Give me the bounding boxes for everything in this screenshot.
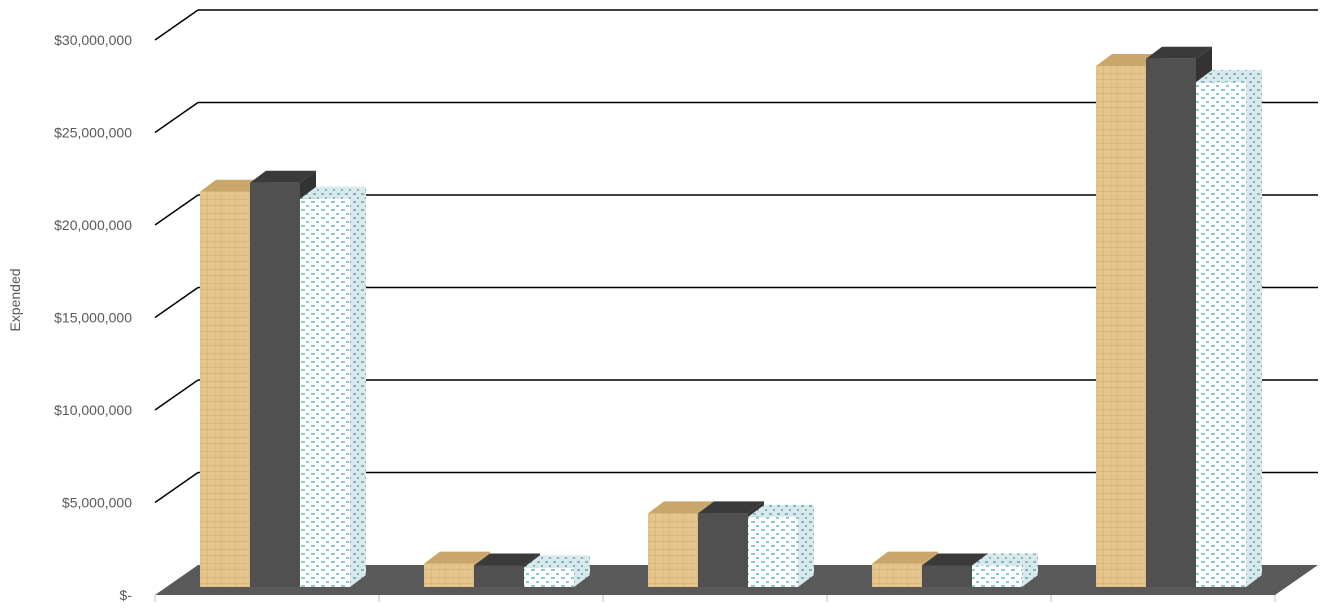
bar-top (300, 186, 366, 199)
bar-front (1146, 58, 1196, 587)
x-axis-tick-marks (154, 595, 1276, 602)
bar-side (1246, 70, 1262, 588)
bar-cat4-series3 (972, 553, 1038, 587)
bar-top (698, 501, 764, 514)
y-tick-label: $15,000,000 (54, 310, 132, 326)
bar-front (1196, 82, 1246, 588)
bar-front (250, 182, 300, 587)
bar-top (250, 170, 316, 183)
y-axis-title: Expended (7, 268, 23, 331)
bar-side (574, 555, 590, 587)
gridline-diagonal (154, 101, 199, 134)
y-axis-tick-labels: $- $5,000,000 $10,000,000 $15,000,000 $20,00… (54, 32, 132, 603)
bar-top (972, 553, 1038, 566)
bar-top (922, 553, 988, 566)
bar-top (748, 504, 814, 517)
bar-front (698, 513, 748, 587)
y-tick-label: $20,000,000 (54, 217, 132, 233)
bar-top (872, 551, 938, 564)
gridline-diagonal (154, 379, 199, 411)
y-tick-label: $5,000,000 (62, 495, 132, 511)
bar-front (424, 563, 474, 587)
bar-front (972, 565, 1022, 587)
bar-top (524, 555, 590, 568)
y-tick-label: $10,000,000 (54, 402, 132, 418)
bar-cat1-series3 (300, 186, 366, 588)
bar-front (872, 563, 922, 587)
bar-top (474, 553, 540, 566)
bar-front (524, 567, 574, 587)
bar-front (648, 513, 698, 587)
bar-top (648, 501, 714, 514)
y-tick-label: $30,000,000 (54, 32, 132, 48)
bar-front (922, 565, 972, 587)
bar-cat3-series3 (748, 504, 814, 587)
bar-top (200, 179, 266, 192)
chart-bars (200, 46, 1262, 588)
bar-front (1096, 65, 1146, 587)
gridline-diagonal (154, 471, 199, 504)
y-tick-label: $25,000,000 (54, 125, 132, 141)
gridline-diagonal (154, 286, 199, 319)
bar-side (350, 186, 366, 588)
bar-top (1196, 70, 1262, 83)
bar-front (300, 198, 350, 588)
y-tick-label: $- (120, 587, 133, 603)
bar-top (1146, 46, 1212, 59)
bar-front (748, 516, 798, 587)
bar-cat5-series3 (1196, 70, 1262, 588)
bar-top (424, 551, 490, 564)
bar-front (200, 191, 250, 587)
bar-side (1022, 553, 1038, 587)
gridline-diagonal (154, 194, 199, 226)
bar-top (1096, 53, 1162, 66)
bar-front (474, 565, 524, 587)
gridline-diagonal (154, 9, 199, 41)
bar-cat2-series3 (524, 555, 590, 587)
bar-side (798, 504, 814, 587)
